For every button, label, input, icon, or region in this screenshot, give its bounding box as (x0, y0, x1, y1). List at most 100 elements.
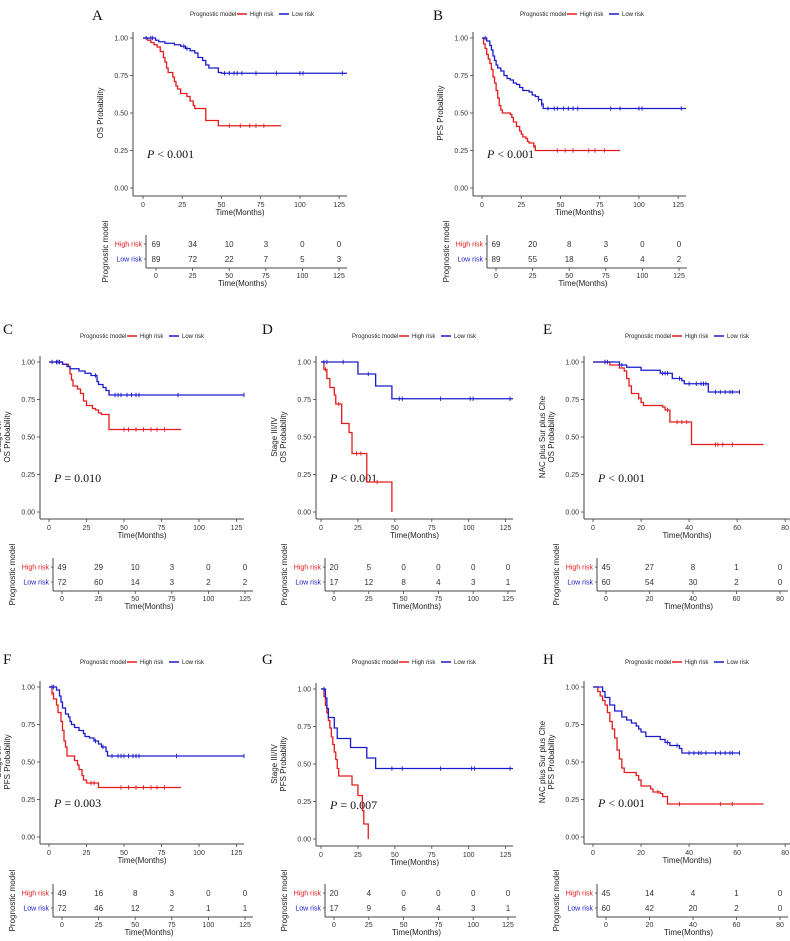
y-tick-label: 0.25 (21, 472, 35, 479)
panel-letter: H (543, 652, 554, 668)
risk-count-low: 2 (734, 904, 739, 913)
risk-x-tick-label: 80 (776, 596, 784, 603)
risk-count-low: 2 (677, 255, 682, 264)
risk-row-label-high: High risk (456, 242, 484, 249)
risk-count-high: 3 (604, 240, 609, 249)
y-tick-label: 0.50 (21, 760, 35, 767)
risk-x-tick-label: 0 (60, 596, 64, 603)
y-tick-label: 0.75 (454, 73, 468, 80)
risk-count-high: 10 (131, 563, 140, 572)
x-tick-label: 20 (637, 525, 645, 532)
x-axis-title: Time(Months) (117, 531, 166, 540)
risk-count-high: 5 (367, 563, 372, 572)
legend-label-high: High risk (412, 334, 436, 340)
risk-row-label-low: Low risk (567, 906, 593, 913)
x-tick-label: 100 (294, 202, 306, 209)
y-tick-label: 0.00 (21, 510, 35, 517)
x-tick-label: 50 (391, 852, 399, 859)
y-tick-label: 0.00 (297, 510, 311, 517)
risk-count-high: 0 (640, 240, 645, 249)
risk-count-high: 49 (58, 889, 67, 898)
p-value: P < 0.001 (486, 147, 534, 161)
risk-x-tick-label: 75 (168, 596, 176, 603)
risk-count-low: 12 (364, 578, 373, 587)
risk-count-low: 8 (401, 578, 406, 587)
risk-count-high: 20 (330, 563, 339, 572)
x-tick-label: 0 (480, 202, 484, 209)
risk-count-low: 3 (471, 578, 476, 587)
risk-count-high: 14 (645, 889, 654, 898)
y-tick-label: 1.00 (565, 685, 579, 692)
y-tick-label: 1.00 (454, 36, 468, 43)
risk-table-title: Prognostic model (280, 869, 289, 931)
x-axis-title: Time(Months) (662, 856, 711, 865)
x-tick-label: 75 (158, 525, 166, 532)
y-tick-label: 0.75 (297, 397, 311, 404)
risk-count-high: 34 (188, 240, 197, 249)
km-curve-high (49, 686, 181, 789)
risk-count-high: 8 (691, 563, 696, 572)
x-tick-label: 0 (47, 850, 51, 857)
p-value-text: < 0.001 (154, 147, 194, 161)
risk-count-high: 0 (337, 240, 342, 249)
km-curve-low (321, 361, 513, 400)
risk-count-high: 27 (645, 563, 654, 572)
legend-label-low: Low risk (182, 660, 205, 666)
risk-count-high: 0 (300, 240, 305, 249)
panel-letter: G (262, 652, 273, 668)
y-tick-label: 0.50 (565, 435, 579, 442)
risk-count-low: 42 (645, 904, 654, 913)
y-tick-label: 1.00 (114, 36, 128, 43)
risk-table-title: Prognostic model (280, 543, 289, 605)
km-curve-high (482, 37, 621, 152)
p-symbol: P (597, 471, 606, 485)
risk-x-tick-label: 60 (733, 596, 741, 603)
risk-count-low: 17 (330, 578, 339, 587)
risk-count-high: 49 (58, 563, 67, 572)
risk-count-high: 8 (133, 889, 138, 898)
risk-x-tick-label: 25 (95, 596, 103, 603)
y-axis-title: NAC plus Sur plus Che (538, 720, 547, 803)
x-tick-label: 80 (781, 525, 789, 532)
risk-count-low: 72 (188, 255, 197, 264)
risk-count-low: 6 (604, 255, 609, 264)
risk-count-high: 0 (677, 240, 682, 249)
p-value: P < 0.001 (597, 796, 645, 810)
risk-x-tick-label: 100 (203, 922, 215, 929)
risk-count-low: 5 (300, 255, 305, 264)
risk-count-low: 60 (602, 578, 611, 587)
y-tick-label: 0.25 (565, 472, 579, 479)
legend-label-high: High risk (250, 12, 274, 18)
x-tick-label: 0 (591, 850, 595, 857)
x-tick-label: 125 (500, 852, 512, 859)
legend-label-high: High risk (685, 334, 709, 340)
risk-count-low: 72 (58, 904, 67, 913)
risk-x-axis-title: Time(Months) (558, 279, 607, 288)
legend-label-high: High risk (412, 660, 436, 666)
y-axis-title: PFS Probability (3, 734, 12, 789)
risk-count-low: 2 (243, 578, 248, 587)
panel-letter: C (3, 322, 13, 338)
risk-count-high: 0 (778, 889, 783, 898)
p-value-text: = 0.003 (61, 796, 101, 810)
risk-count-high: 0 (401, 563, 406, 572)
risk-count-high: 4 (367, 889, 372, 898)
legend-label-low: Low risk (727, 334, 750, 340)
risk-x-tick-label: 125 (673, 273, 685, 280)
legend-label-low: Low risk (454, 334, 477, 340)
p-value: P = 0.010 (53, 471, 101, 485)
x-tick-label: 40 (685, 850, 693, 857)
risk-x-tick-label: 0 (604, 596, 608, 603)
risk-count-low: 0 (778, 578, 783, 587)
x-tick-label: 125 (333, 202, 345, 209)
legend-label-low: Low risk (454, 660, 477, 666)
risk-x-axis-title: Time(Months) (664, 928, 713, 937)
x-tick-label: 75 (428, 525, 436, 532)
risk-count-low: 4 (640, 255, 645, 264)
y-axis-title: Stage I/II (0, 746, 3, 778)
y-tick-label: 0.75 (114, 73, 128, 80)
risk-row-label-high: High risk (294, 891, 322, 898)
y-axis-title: OS Probability (547, 411, 556, 462)
p-symbol: P (329, 798, 338, 812)
km-panel-g: G Prognostic model High risk Low risk 0.00 0.… (262, 652, 516, 937)
